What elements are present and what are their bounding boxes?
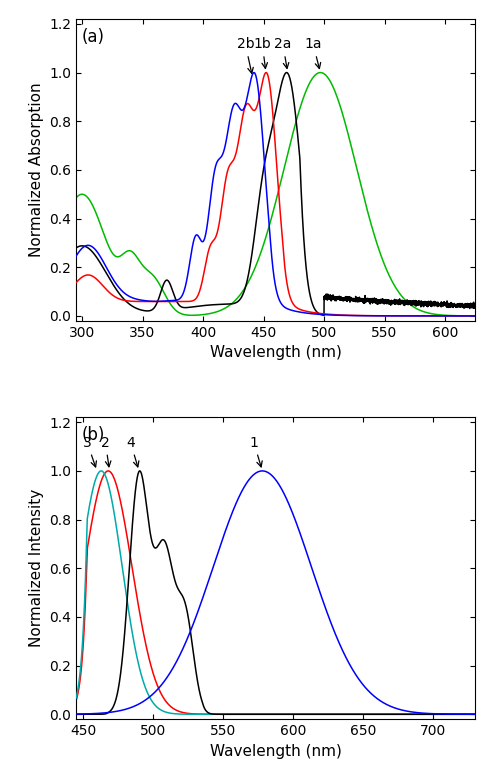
Text: 2a: 2a [274,37,292,68]
Text: 1: 1 [249,435,262,467]
Text: (a): (a) [82,28,105,46]
Text: (b): (b) [82,426,105,444]
Text: 2: 2 [101,435,111,466]
Text: 1b: 1b [253,37,271,68]
Y-axis label: Normalized Intensity: Normalized Intensity [28,489,44,648]
Text: 2b: 2b [237,37,254,73]
Text: 3: 3 [83,435,97,467]
X-axis label: Wavelength (nm): Wavelength (nm) [210,345,342,360]
X-axis label: Wavelength (nm): Wavelength (nm) [210,743,342,759]
Text: 4: 4 [126,435,139,467]
Text: 1a: 1a [304,37,322,68]
Y-axis label: Normalized Absorption: Normalized Absorption [28,83,44,257]
